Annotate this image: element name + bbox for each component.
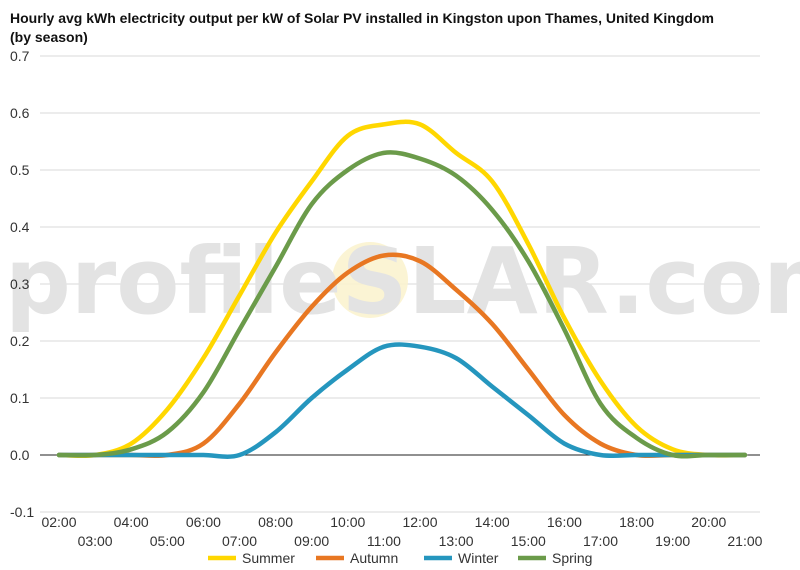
x-tick-label: 19:00	[655, 533, 690, 549]
x-tick-label: 13:00	[439, 533, 474, 549]
y-tick-label: -0.1	[10, 504, 34, 520]
legend-label-autumn: Autumn	[350, 550, 398, 566]
x-axis-ticks: 02:0003:0004:0005:0006:0007:0008:0009:00…	[41, 514, 762, 549]
x-tick-label: 11:00	[367, 533, 401, 549]
y-tick-label: 0.4	[10, 219, 30, 235]
chart-title: Hourly avg kWh electricity output per kW…	[10, 10, 714, 45]
legend-label-summer: Summer	[242, 550, 295, 566]
y-tick-label: 0.0	[10, 447, 30, 463]
watermark-text-left: profileS	[5, 228, 408, 335]
x-tick-label: 18:00	[619, 514, 654, 530]
series-line-winter	[56, 342, 748, 459]
series-lines	[56, 119, 748, 459]
x-tick-label: 07:00	[222, 533, 257, 549]
y-tick-label: 0.3	[10, 276, 30, 292]
x-tick-label: 12:00	[402, 514, 437, 530]
x-tick-label: 20:00	[691, 514, 726, 530]
legend: Summer Autumn Winter Spring	[208, 550, 592, 566]
x-tick-label: 06:00	[186, 514, 221, 530]
x-tick-label: 15:00	[511, 533, 546, 549]
x-tick-label: 10:00	[330, 514, 365, 530]
y-tick-label: 0.1	[10, 390, 30, 406]
legend-label-spring: Spring	[552, 550, 592, 566]
x-tick-label: 03:00	[78, 533, 113, 549]
x-tick-label: 08:00	[258, 514, 293, 530]
x-tick-label: 02:00	[41, 514, 76, 530]
watermark: profileS LAR.com	[5, 228, 800, 335]
y-tick-label: 0.6	[10, 105, 30, 121]
legend-label-winter: Winter	[458, 550, 499, 566]
x-tick-label: 17:00	[583, 533, 618, 549]
watermark-sun-icon	[332, 242, 408, 318]
x-tick-label: 21:00	[727, 533, 762, 549]
x-tick-label: 16:00	[547, 514, 582, 530]
y-tick-label: 0.5	[10, 162, 30, 178]
x-tick-label: 14:00	[475, 514, 510, 530]
y-axis-ticks: 0.7 0.6 0.5 0.4 0.3 0.2 0.1 0.0 -0.1	[10, 48, 34, 520]
x-tick-label: 05:00	[150, 533, 185, 549]
x-tick-label: 09:00	[294, 533, 329, 549]
series-line-summer	[56, 119, 748, 459]
y-tick-label: 0.2	[10, 333, 30, 349]
y-tick-label: 0.7	[10, 48, 30, 64]
series-line-spring	[56, 150, 748, 459]
watermark-text-right: LAR.com	[408, 228, 800, 335]
x-tick-label: 04:00	[114, 514, 149, 530]
